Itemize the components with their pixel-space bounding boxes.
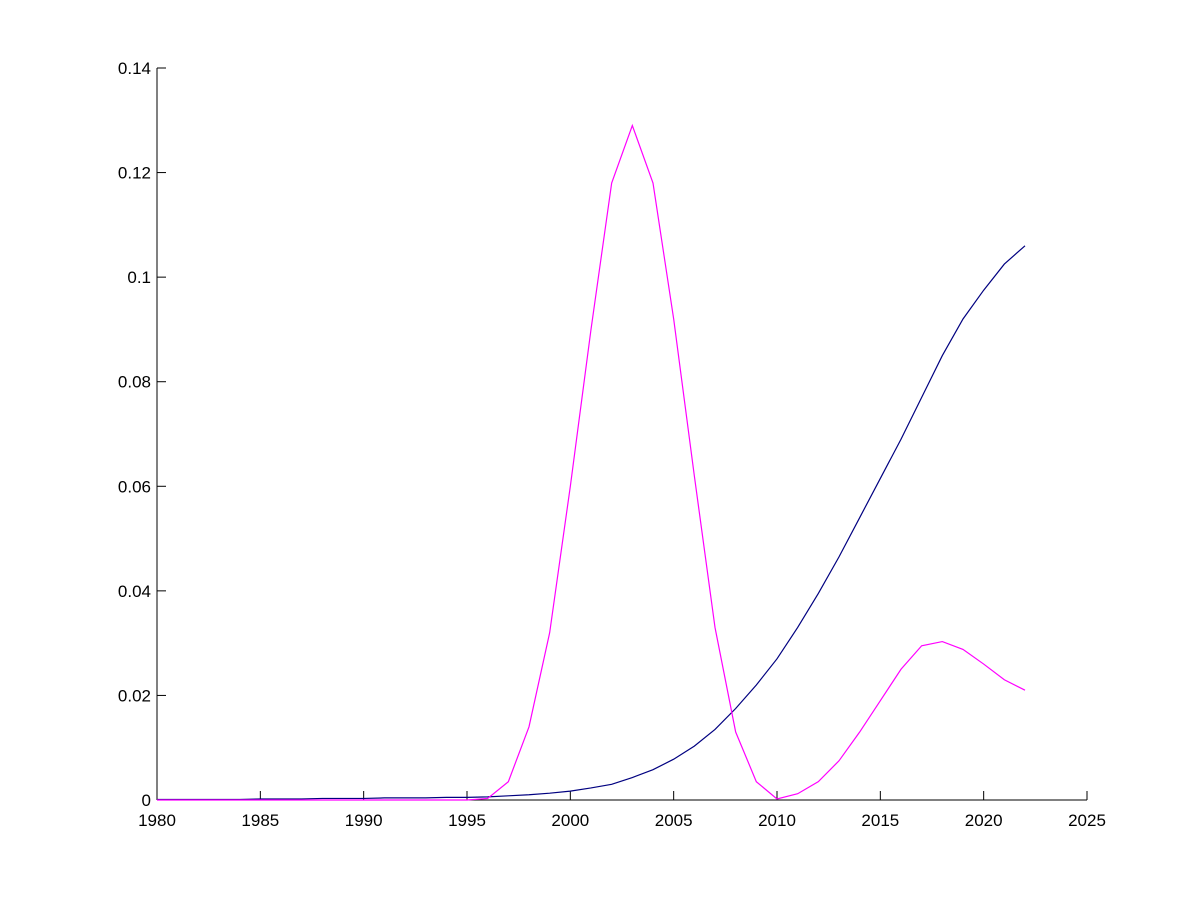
y-tick-label: 0.06	[118, 477, 151, 496]
x-tick-label: 2025	[1068, 811, 1106, 830]
x-tick-label: 2005	[655, 811, 693, 830]
data-line	[157, 245, 1026, 801]
x-tick-label: 2000	[551, 811, 589, 830]
y-tick-label: 0.14	[118, 59, 151, 78]
x-tick-label: 1985	[241, 811, 279, 830]
data-line	[157, 123, 1026, 801]
x-tick-label: 2010	[758, 811, 796, 830]
x-tick-label: 2020	[965, 811, 1003, 830]
y-tick-label: 0.12	[118, 164, 151, 183]
y-tick-label: 0.1	[127, 268, 151, 287]
x-tick-label: 1990	[345, 811, 383, 830]
y-tick-label: 0.08	[118, 373, 151, 392]
y-tick-label: 0.04	[118, 582, 151, 601]
x-tick-label: 1980	[138, 811, 176, 830]
x-tick-label: 1995	[448, 811, 486, 830]
y-tick-label: 0	[142, 791, 151, 810]
y-tick-label: 0.02	[118, 686, 151, 705]
x-tick-label: 2015	[861, 811, 899, 830]
